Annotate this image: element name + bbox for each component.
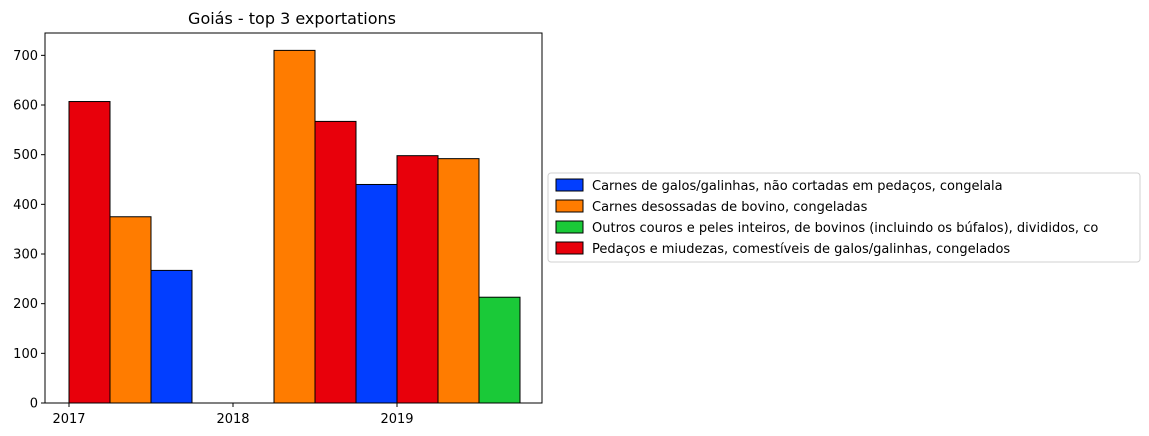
- bar-3-2018: [314, 120, 357, 404]
- axes-frame: [44, 32, 543, 404]
- bar-2-2019: [478, 296, 521, 404]
- legend-label: Outros couros e peles inteiros, de bovin…: [592, 221, 1098, 236]
- bar-0-2017: [150, 269, 193, 404]
- legend-label: Carnes de galos/galinhas, não cortadas e…: [592, 179, 1003, 194]
- y-axis: 0 100 200 300 400 500 600 700: [13, 49, 45, 412]
- bar-1-2018: [273, 49, 316, 404]
- x-tick-label: 2017: [52, 412, 85, 427]
- bar-3-2019: [396, 155, 439, 404]
- x-tick-label: 2018: [216, 412, 249, 427]
- y-tick-label: 100: [13, 347, 38, 362]
- y-tick-label: 600: [13, 99, 38, 114]
- y-tick-label: 400: [13, 198, 38, 213]
- chart-title: Goiás - top 3 exportations: [188, 9, 396, 28]
- legend-box: [547, 172, 1141, 263]
- legend-label: Carnes desossadas de bovino, congeladas: [592, 200, 868, 215]
- legend-swatch: [555, 241, 584, 255]
- bar-1-2017: [109, 216, 152, 404]
- bar-3-2017: [68, 101, 111, 404]
- bar-0-2018: [355, 183, 398, 404]
- legend: Carnes de galos/galinhas, não cortadas e…: [547, 172, 1141, 263]
- legend-swatch: [555, 199, 584, 213]
- x-axis: 2017 2018 2019: [52, 403, 414, 427]
- legend-swatch: [555, 178, 584, 192]
- y-tick-label: 700: [13, 49, 38, 64]
- legend-swatch: [555, 220, 584, 234]
- y-tick-label: 500: [13, 148, 38, 163]
- y-tick-label: 0: [30, 397, 38, 412]
- y-tick-label: 300: [13, 248, 38, 263]
- x-tick-label: 2019: [380, 412, 413, 427]
- bars-group: [68, 49, 521, 404]
- bar-1-2019: [437, 158, 480, 404]
- legend-label: Pedaços e miudezas, comestíveis de galos…: [592, 242, 1010, 257]
- y-tick-label: 200: [13, 297, 38, 312]
